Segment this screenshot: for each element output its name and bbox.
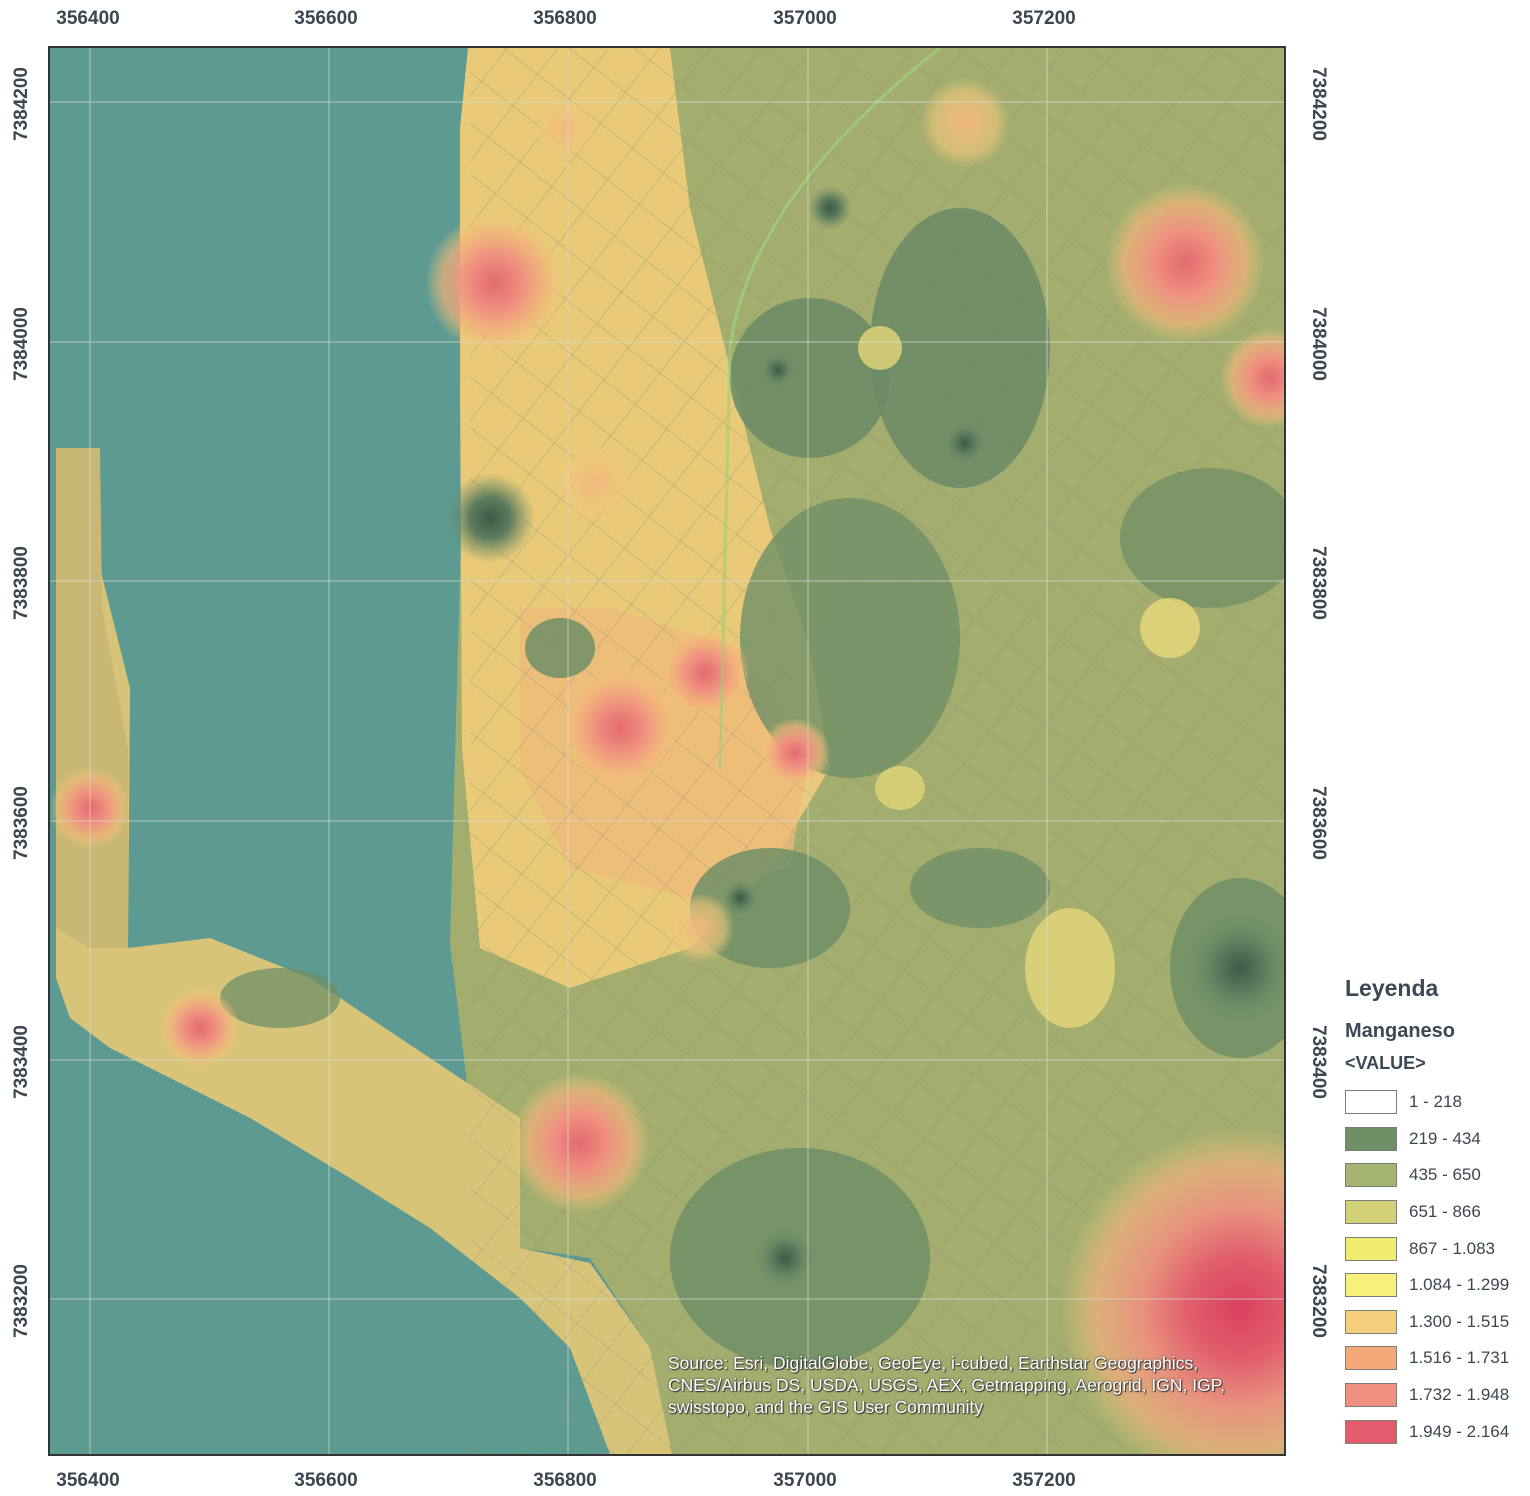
- y-tick-left: 7384200: [11, 67, 32, 141]
- yellow-patch: [875, 766, 925, 810]
- green-core: [1185, 913, 1284, 1023]
- green-core: [808, 186, 852, 230]
- legend-items: 1 - 218 219 - 434 435 - 650 651 - 866 86…: [1345, 1084, 1530, 1450]
- green-core: [943, 421, 987, 465]
- legend-swatch: [1345, 1236, 1397, 1261]
- y-tick-left: 7384000: [11, 307, 32, 381]
- map-svg: [50, 48, 1284, 1454]
- rail-line: [728, 48, 941, 349]
- y-tick-right: 7383400: [1308, 1025, 1329, 1099]
- hotspot: [425, 213, 565, 353]
- hotspot: [160, 988, 240, 1068]
- rail-line: [718, 347, 732, 769]
- green-cluster: [740, 498, 960, 778]
- legend-label: 1.300 - 1.515: [1409, 1311, 1510, 1331]
- hotspot: [555, 443, 635, 523]
- green-cluster: [1120, 468, 1284, 608]
- legend-item: 435 - 650: [1345, 1157, 1530, 1194]
- legend-title: Leyenda: [1345, 975, 1439, 1001]
- legend-swatch: [1345, 1200, 1397, 1225]
- y-tick-right: 7383800: [1308, 546, 1329, 620]
- hotspot: [660, 628, 750, 718]
- legend-label: 651 - 866: [1409, 1202, 1481, 1222]
- hotspot: [920, 78, 1010, 168]
- legend-swatch: [1345, 1090, 1397, 1115]
- y-tick-right: 7383200: [1308, 1264, 1329, 1338]
- legend-item: 867 - 1.083: [1345, 1230, 1530, 1267]
- legend-label: 1.732 - 1.948: [1409, 1385, 1510, 1405]
- legend-label: 435 - 650: [1409, 1165, 1481, 1185]
- x-tick-top: 357000: [773, 8, 837, 29]
- legend-swatch: [1345, 1273, 1397, 1298]
- map-credit: Source: Esri, DigitalGlobe, GeoEye, i-cu…: [668, 1353, 1225, 1417]
- y-tick-right: 7384000: [1308, 307, 1329, 381]
- y-tick-left: 7383400: [11, 1025, 32, 1099]
- yellow-patch: [1025, 908, 1115, 1028]
- legend-label: 1.516 - 1.731: [1409, 1348, 1510, 1368]
- legend-swatch: [1345, 1163, 1397, 1188]
- x-tick-bottom: 357200: [1012, 1470, 1076, 1491]
- x-tick-top: 356800: [533, 8, 597, 29]
- green-cluster: [870, 208, 1050, 488]
- legend-swatch: [1345, 1126, 1397, 1151]
- legend-swatch: [1345, 1309, 1397, 1334]
- legend: Leyenda Manganeso <VALUE> 1 - 218 219 - …: [1345, 975, 1530, 1450]
- y-tick-left: 7383800: [11, 546, 32, 620]
- legend-item: 1 - 218: [1345, 1084, 1530, 1121]
- legend-label: 1.084 - 1.299: [1409, 1275, 1510, 1295]
- hotspot: [760, 718, 830, 788]
- legend-label: 1.949 - 2.164: [1409, 1421, 1510, 1441]
- yellow-patch: [858, 326, 902, 370]
- hotspot: [1105, 183, 1265, 343]
- green-core: [445, 473, 535, 563]
- x-tick-bottom: 356600: [294, 1470, 358, 1491]
- legend-item: 1.516 - 1.731: [1345, 1340, 1530, 1377]
- legend-item: 1.949 - 2.164: [1345, 1413, 1530, 1450]
- x-tick-bottom: 356800: [533, 1470, 597, 1491]
- map-canvas[interactable]: [48, 46, 1286, 1456]
- x-tick-top: 356400: [56, 8, 120, 29]
- legend-field: <VALUE>: [1345, 1053, 1426, 1073]
- legend-swatch: [1345, 1383, 1397, 1408]
- green-cluster: [525, 618, 595, 678]
- green-core: [755, 1228, 815, 1288]
- hotspot: [560, 668, 680, 788]
- green-core: [760, 352, 796, 388]
- x-tick-bottom: 357000: [773, 1470, 837, 1491]
- y-tick-left: 7383200: [11, 1264, 32, 1338]
- legend-item: 1.732 - 1.948: [1345, 1377, 1530, 1414]
- hotspot: [510, 1073, 650, 1213]
- green-core: [722, 880, 758, 916]
- legend-item: 1.300 - 1.515: [1345, 1304, 1530, 1341]
- green-cluster: [730, 298, 890, 458]
- legend-item: 651 - 866: [1345, 1194, 1530, 1231]
- green-cluster: [910, 848, 1050, 928]
- hotspot: [665, 893, 735, 963]
- y-tick-left: 7383600: [11, 786, 32, 860]
- legend-label: 219 - 434: [1409, 1128, 1481, 1148]
- hotspot-red: [1060, 1128, 1284, 1454]
- hotspot: [1220, 328, 1284, 428]
- yellow-patch: [1140, 598, 1200, 658]
- legend-layer: Manganeso: [1345, 1020, 1456, 1042]
- legend-label: 867 - 1.083: [1409, 1238, 1496, 1258]
- green-cluster: [220, 968, 340, 1028]
- graticule: [50, 48, 1284, 1454]
- legend-swatch: [1345, 1419, 1397, 1444]
- legend-swatch: [1345, 1346, 1397, 1371]
- x-tick-top: 356600: [294, 8, 358, 29]
- legend-item: 1.084 - 1.299: [1345, 1267, 1530, 1304]
- hotspot: [535, 98, 595, 158]
- x-tick-top: 357200: [1012, 8, 1076, 29]
- y-tick-right: 7384200: [1308, 67, 1329, 141]
- y-tick-right: 7383600: [1308, 786, 1329, 860]
- x-tick-bottom: 356400: [56, 1470, 120, 1491]
- legend-item: 219 - 434: [1345, 1121, 1530, 1158]
- legend-label: 1 - 218: [1409, 1092, 1462, 1112]
